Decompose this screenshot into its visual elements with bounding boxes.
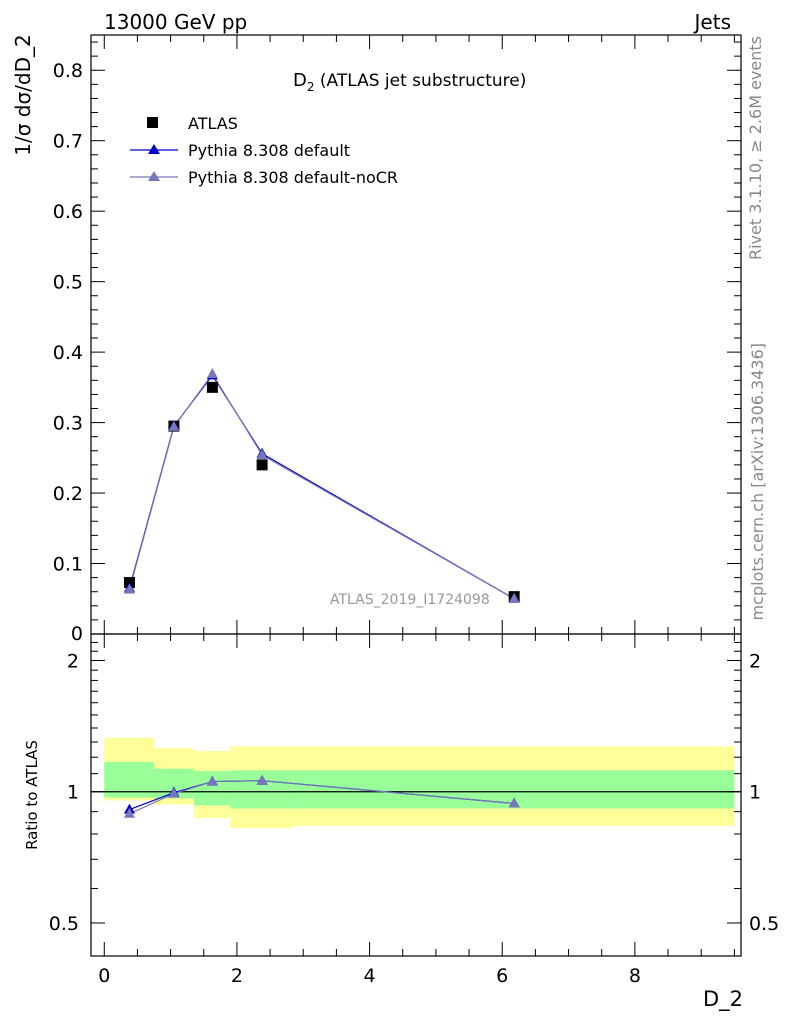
legend-default-marker — [148, 144, 160, 154]
ratio-xtick-label: 8 — [629, 965, 641, 987]
ratio-ytick-label: 2 — [67, 650, 79, 672]
legend-atlas-label: ATLAS — [188, 114, 238, 133]
main-title-symbol: D — [293, 70, 307, 91]
mc-data-point-2 — [256, 449, 268, 460]
legend-atlas-marker — [147, 117, 158, 128]
ratio-point-1 — [168, 787, 180, 798]
ratio-ytick-label-right: 0.5 — [749, 913, 779, 935]
ratio-point-1 — [123, 807, 135, 818]
legend: ATLAS Pythia 8.308 default Pythia 8.308 … — [130, 114, 398, 187]
atlas-data-point — [206, 381, 218, 393]
main-ytick-label: 0.1 — [53, 554, 83, 576]
main-title: D2 (ATLAS jet substructure) — [293, 70, 526, 94]
main-ytick-label: 0.7 — [53, 131, 83, 153]
analysis-tag: ATLAS_2019_I1724098 — [330, 592, 490, 608]
ratio-point-1 — [256, 774, 268, 785]
legend-nocr-marker — [148, 171, 160, 181]
ratio-ytick-label-right: 2 — [749, 650, 761, 672]
x-axis-label: D_2 — [703, 987, 743, 1012]
ratio-point-1 — [508, 797, 520, 808]
mcplots-label: mcplots.cern.ch [arXiv:1306.3436] — [748, 343, 767, 620]
main-panel: 0.1 0.2 0.3 0.4 0.5 0.6 0.7 0.8 0 D2 (ATLAS jet … — [11, 34, 742, 645]
mc-data-point-2 — [123, 583, 135, 594]
legend-default-label: Pythia 8.308 default — [188, 141, 350, 160]
ratio-xtick-label: 0 — [98, 965, 110, 987]
ratio-frame — [90, 633, 742, 957]
ratio-point-1 — [206, 775, 218, 786]
main-ytick-label-zero: 0 — [71, 623, 83, 645]
ratio-ylabel: Ratio to ATLAS — [23, 740, 41, 850]
main-ytick-label: 0.3 — [53, 413, 83, 435]
main-ytick-label: 0.8 — [53, 60, 83, 82]
rivet-label: Rivet 3.1.10, ≥ 2.6M events — [746, 36, 765, 260]
main-title-rest: (ATLAS jet substructure) — [315, 71, 527, 91]
ratio-ytick-label-right: 1 — [749, 782, 761, 804]
ratio-xtick-label: 6 — [496, 965, 508, 987]
main-ytick-label: 0.6 — [53, 201, 83, 223]
mc-data-point-2 — [168, 420, 180, 431]
header-right-label: Jets — [693, 10, 731, 34]
main-ylabel-text: 1/σ dσ/dD_2 — [11, 34, 35, 155]
main-ytick-label: 0.5 — [53, 272, 83, 294]
main-title-subscript: 2 — [307, 80, 315, 94]
ratio-xtick-label: 2 — [231, 965, 243, 987]
mc-data-point-2 — [206, 367, 218, 378]
main-ytick-label: 0.4 — [53, 342, 83, 364]
atlas-data-point — [256, 459, 268, 471]
legend-nocr-label: Pythia 8.308 default-noCR — [188, 168, 398, 187]
ratio-panel: 0 2 4 6 8 0.5 0.5 1 1 2 2 Ratio to ATLAS D_2 — [23, 633, 779, 1012]
main-ytick-label: 0.2 — [53, 483, 83, 505]
mc-data-point-2 — [508, 592, 520, 603]
ratio-ytick-label: 0.5 — [49, 913, 79, 935]
ratio-xtick-label: 4 — [364, 965, 376, 987]
ratio-ytick-label: 1 — [67, 782, 79, 804]
header-left-label: 13000 GeV pp — [104, 10, 247, 34]
